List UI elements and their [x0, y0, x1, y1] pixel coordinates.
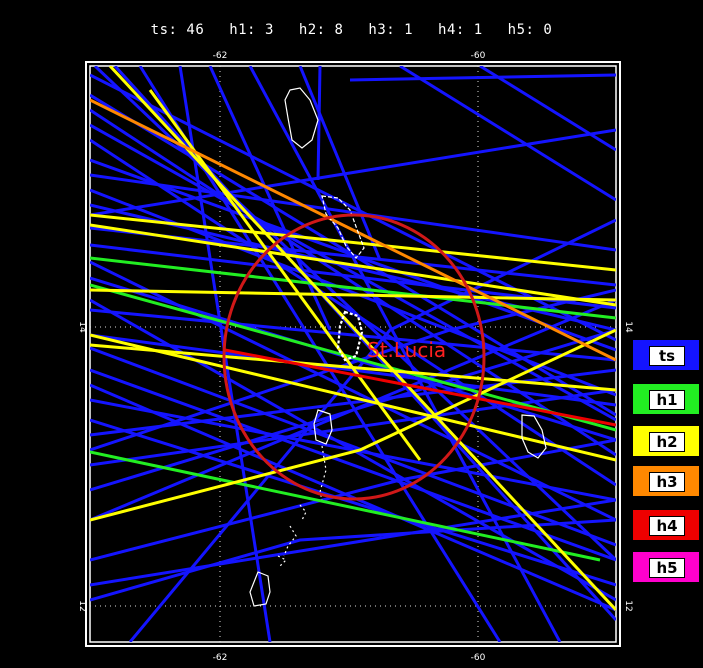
barbados-outline	[521, 414, 547, 459]
lon-tick-bottom-1: -62	[213, 653, 228, 663]
h3-tracks	[90, 98, 616, 362]
legend-label-h4: h4	[649, 516, 685, 536]
h4-tracks	[224, 348, 616, 427]
legend-item-h5: h5	[633, 552, 699, 582]
st-vincent-outline	[313, 409, 333, 445]
st-lucia-outline	[336, 310, 364, 362]
stat-h4: h4: 1	[438, 22, 483, 38]
legend-item-h2: h2	[633, 426, 699, 456]
lat-tick-right-2: 12	[623, 600, 633, 611]
stat-h5: h5: 0	[507, 22, 553, 38]
h1-tracks	[90, 256, 616, 562]
legend-label-h3: h3	[649, 472, 685, 492]
lon-tick-top-1: -62	[213, 51, 228, 61]
map-inner-frame	[89, 65, 617, 643]
legend-label-h5: h5	[649, 558, 685, 578]
legend-label-h2: h2	[649, 432, 685, 452]
stat-ts: ts: 46	[150, 22, 205, 38]
martinique-outline	[284, 87, 319, 149]
stat-h1: h1: 3	[229, 22, 274, 38]
legend-label-h1: h1	[649, 390, 685, 410]
map-outer-frame	[85, 61, 621, 647]
stat-h2: h2: 8	[298, 22, 344, 38]
island-outlines	[249, 87, 547, 607]
grenadines-outline	[277, 445, 327, 567]
h2-tracks	[90, 66, 616, 612]
lat-tick-right-1: 14	[623, 321, 633, 333]
stat-h3: h3: 1	[368, 22, 414, 38]
target-radius-circle	[222, 213, 486, 501]
lat-tick-left-1: 14	[77, 321, 87, 333]
legend-item-h1: h1	[633, 384, 699, 414]
grenada-outline	[249, 571, 271, 607]
storm-count-header: ts: 46 h1: 3 h2: 8 h3: 1 h4: 1 h5: 0	[0, 22, 703, 38]
legend-item-h3: h3	[633, 466, 699, 496]
legend-label-ts: ts	[649, 346, 685, 366]
lon-tick-top-2: -60	[471, 51, 486, 61]
legend-item-ts: ts	[633, 340, 699, 370]
location-label: St.Lucia	[367, 338, 446, 362]
martinique-south-outline	[321, 195, 365, 259]
lat-tick-left-2: 12	[77, 600, 87, 611]
legend-item-h4: h4	[633, 510, 699, 540]
graticule	[90, 66, 616, 642]
lon-tick-bottom-2: -60	[471, 653, 486, 663]
